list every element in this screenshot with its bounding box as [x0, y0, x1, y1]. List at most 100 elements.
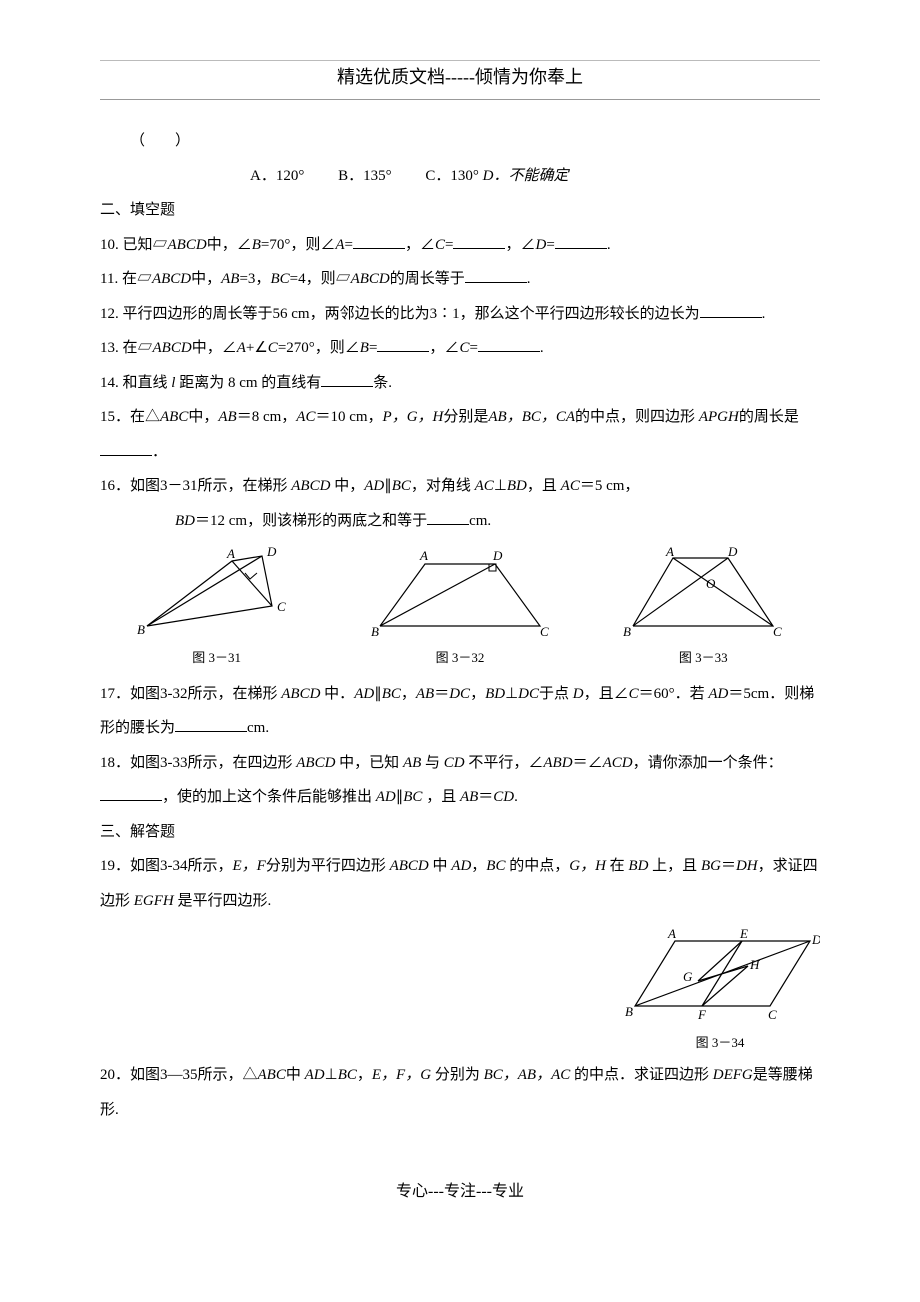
blank [175, 716, 247, 732]
q10-eq3: = [546, 237, 554, 253]
q16-bd: BD [507, 478, 527, 494]
q19-bg: BG [701, 858, 721, 874]
q16-bd2: BD [175, 513, 195, 529]
q10-t2: 中，∠ [207, 237, 252, 253]
q18-t8: ，且 [422, 789, 460, 805]
q14-t1: 14. 和直线 [100, 375, 171, 391]
q16-t6: ＝12 cm，则该梯形的两底之和等于 [195, 513, 427, 529]
q20-t5: 的中点．求证四边形 [570, 1067, 713, 1083]
fig31-svg: A D B C [132, 546, 302, 641]
q16-ac: AC [475, 478, 494, 494]
q16-bc: BC [392, 478, 411, 494]
q10-abcd: ABCD [168, 237, 207, 253]
q10-t5: ，∠ [505, 237, 535, 253]
q17-t3: ， [401, 686, 416, 702]
q18-t4: 不平行，∠ [465, 755, 544, 771]
q16-abcd: ABCD [291, 478, 330, 494]
fig-3-33: A D B C O 图 3－33 [618, 546, 788, 673]
q12-text: 12. 平行四边形的周长等于56 cm，两邻边长的比为3∶1，那么这个平行四边形… [100, 306, 700, 322]
q16-par: ∥ [384, 478, 392, 494]
q13: 13. 在▱ABCD中，∠A+∠C=270°，则∠B=，∠C=. [100, 331, 820, 366]
lbl-B: B [623, 624, 631, 639]
blank [555, 233, 607, 249]
q15-t6: 的中点，则四边形 [575, 409, 699, 425]
q20-perp: ⊥ [325, 1067, 338, 1083]
blank [700, 302, 762, 318]
q19-bd: BD [628, 858, 648, 874]
blank [321, 371, 373, 387]
q19-t3: 中 [429, 858, 452, 874]
q16-t5: ＝5 cm， [580, 478, 640, 494]
q13-eq1: = [369, 340, 377, 356]
lbl-C: C [768, 1007, 777, 1022]
q18-t6: ，请你添加一个条件： [633, 755, 783, 771]
q19-t6: 上，且 [648, 858, 701, 874]
q13-abcd: ABCD [153, 340, 192, 356]
q16-ad: AD [364, 478, 384, 494]
q19-ad: AD [451, 858, 471, 874]
q17-dc: DC [449, 686, 470, 702]
lbl-G: G [683, 969, 693, 984]
q12: 12. 平行四边形的周长等于56 cm，两邻边长的比为3∶1，那么这个平行四边形… [100, 297, 820, 332]
q17-t8: cm. [247, 720, 269, 736]
blank [377, 336, 429, 352]
q14: 14. 和直线 l 距离为 8 cm 的直线有条. [100, 366, 820, 401]
q16-t7: cm. [469, 513, 491, 529]
q10-t1: 10. 已知▱ [100, 237, 168, 253]
q13-t2: 中，∠ [192, 340, 237, 356]
q9-paren: （ ） [100, 124, 820, 159]
q11: 11. 在▱ABCD中，AB=3，BC=4，则▱ABCD的周长等于. [100, 262, 820, 297]
q18-t7: ，使的加上这个条件后能够推出 [162, 789, 376, 805]
q17-bc: BC [382, 686, 401, 702]
q19-eq: ＝ [721, 858, 736, 874]
q18-t3: 与 [421, 755, 444, 771]
q11-bc: BC [270, 271, 289, 287]
lbl-C: C [277, 599, 286, 614]
q15-sides: AB，BC，CA [488, 409, 575, 425]
q11-t1: 11. 在▱ [100, 271, 152, 287]
q11-abcd2: ABCD [351, 271, 390, 287]
q17-abcd: ABCD [281, 686, 320, 702]
q17-t4: 于点 [539, 686, 573, 702]
q10-p: . [607, 237, 611, 253]
header-rule [100, 99, 820, 100]
q10-eq1: = [345, 237, 353, 253]
lbl-A: A [665, 546, 674, 559]
q15: 15．在△ABC中，AB＝8 cm，AC＝10 cm，P，G，H分别是AB，BC… [100, 400, 820, 469]
lbl-A: A [419, 548, 428, 563]
q20-t3: ， [357, 1067, 372, 1083]
q18-abd: ABD [543, 755, 572, 771]
q19-t5: 在 [606, 858, 629, 874]
q10: 10. 已知▱ABCD中，∠B=70°，则∠A=，∠C=，∠D=. [100, 228, 820, 263]
q15-t8: ． [152, 444, 167, 460]
lbl-A: A [667, 926, 676, 941]
q13-eq2: = [469, 340, 477, 356]
opt-a: A．120° [250, 168, 304, 184]
q13-A: A [237, 340, 246, 356]
blank [100, 785, 162, 801]
q15-t4: ＝10 cm， [315, 409, 382, 425]
q11-t5: 的周长等于 [390, 271, 465, 287]
figcap-34: 图 3－34 [696, 1028, 745, 1058]
q10-A: A [335, 237, 344, 253]
q15-abc: ABC [160, 409, 188, 425]
q15-t3: ＝8 cm， [237, 409, 297, 425]
q11-t2: 中， [191, 271, 221, 287]
q17-t3b: ， [470, 686, 485, 702]
q20-t2: 中 [286, 1067, 305, 1083]
q18-t1: 18．如图3-33所示，在四边形 [100, 755, 296, 771]
q18-ab: AB [403, 755, 421, 771]
section-3-title: 三、解答题 [100, 815, 820, 850]
lbl-D: D [266, 546, 277, 559]
q19-c1: ， [471, 858, 486, 874]
q16-perp: ⊥ [494, 478, 507, 494]
q16-t4: ，且 [527, 478, 561, 494]
q14-t3: 条. [373, 375, 392, 391]
q17-perp: ⊥ [505, 686, 518, 702]
q20: 20．如图3—35所示，△ABC中 AD⊥BC，E，F，G 分别为 BC，AB，… [100, 1058, 820, 1127]
q11-t3: =3， [239, 271, 270, 287]
q17-t2: 中． [320, 686, 354, 702]
q16-line2: BD＝12 cm，则该梯形的两底之和等于 cm. [100, 504, 820, 539]
page: 精选优质文档-----倾情为你奉上 （ ） A．120° B．135° C．13… [0, 0, 920, 1241]
q16-t3: ，对角线 [411, 478, 475, 494]
